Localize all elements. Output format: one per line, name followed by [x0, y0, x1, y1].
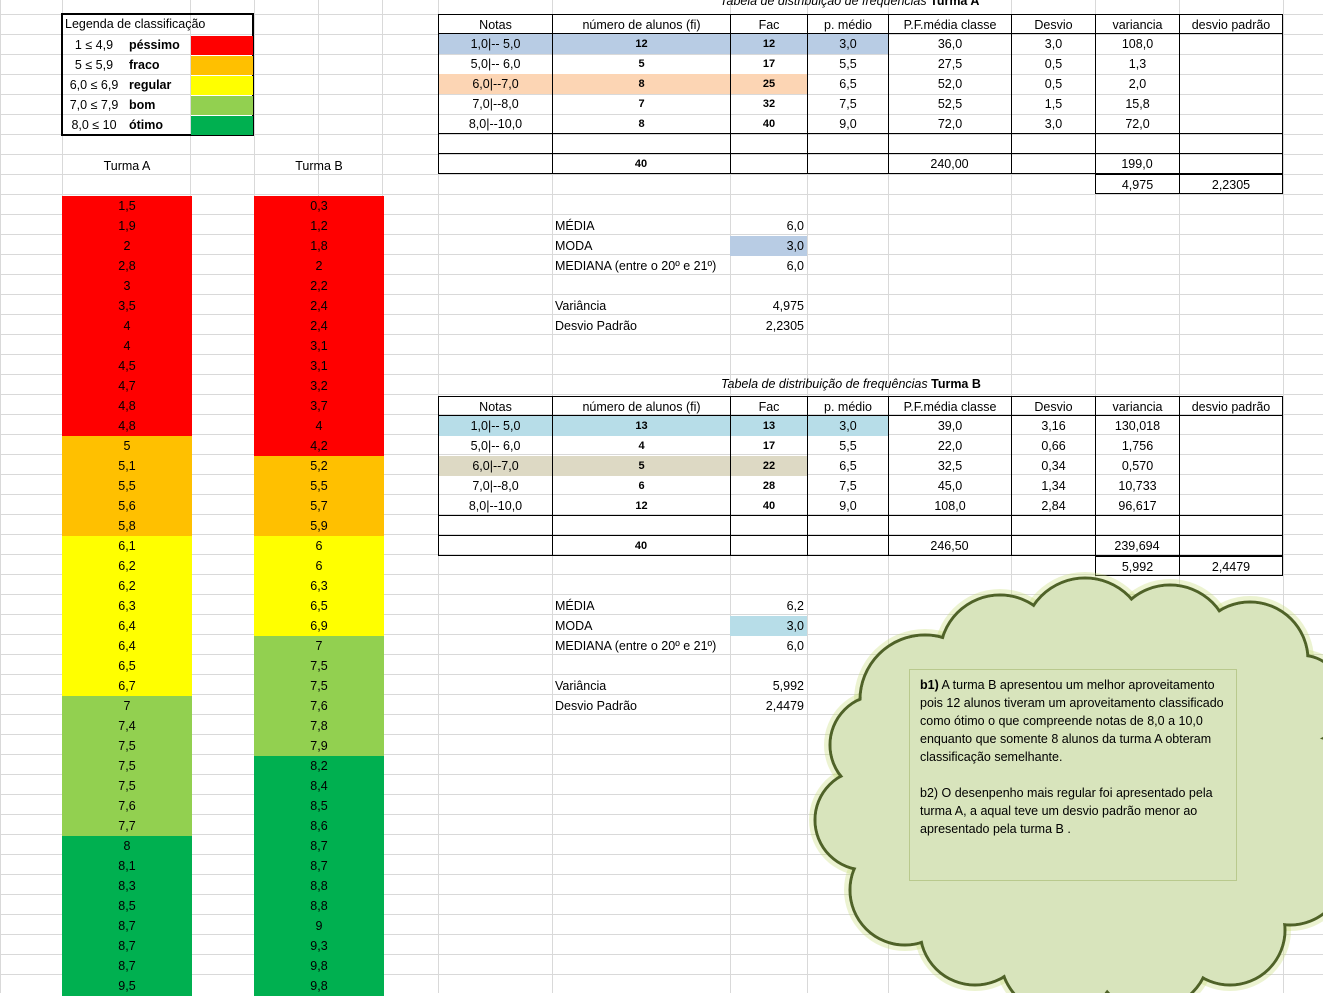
note-b1-prefix: b1) — [920, 678, 939, 692]
note-b2: b2) O desenpenho mais regular foi aprese… — [920, 784, 1226, 838]
note-b1-text: A turma B apresentou um melhor aproveita… — [920, 678, 1224, 764]
analysis-note: b1) A turma B apresentou um melhor aprov… — [909, 669, 1237, 881]
note-b1: b1) A turma B apresentou um melhor aprov… — [920, 676, 1226, 766]
